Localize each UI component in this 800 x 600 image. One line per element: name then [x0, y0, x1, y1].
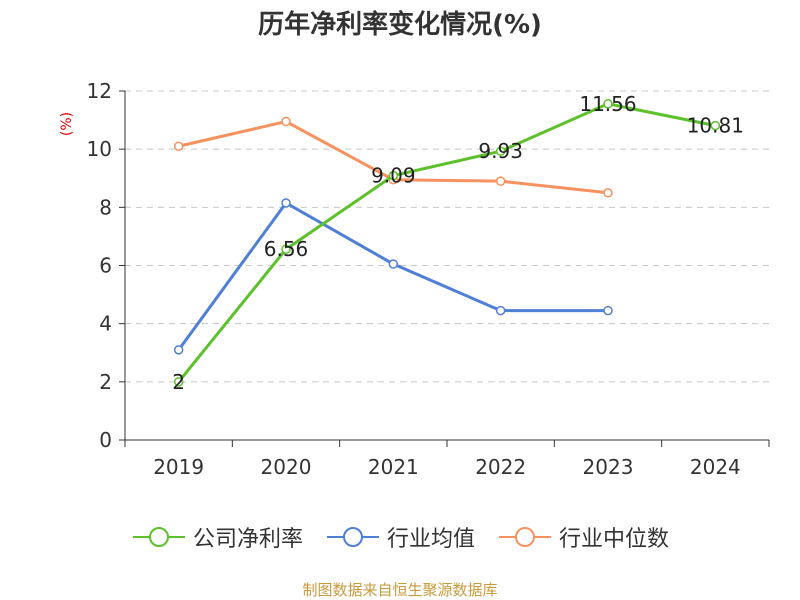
- x-tick-label: 2024: [690, 455, 741, 479]
- x-tick-label: 2021: [368, 455, 419, 479]
- data-point: [281, 244, 291, 254]
- chart-title: 历年净利率变化情况(%): [258, 10, 542, 40]
- data-point: [173, 345, 184, 355]
- data-point: [281, 116, 291, 127]
- data-label: 2: [172, 370, 185, 394]
- series-line: [177, 201, 608, 351]
- legend-marker-industry-avg: [326, 527, 379, 547]
- chart-legend: 公司净利率 行业均值 行业中位数: [0, 520, 800, 554]
- data-point: [173, 377, 184, 387]
- data-point: [173, 141, 184, 152]
- x-tick-label: 2019: [153, 455, 204, 479]
- y-tick-label: 2: [99, 370, 112, 394]
- data-label: 11.56: [579, 92, 636, 116]
- series-line: [177, 102, 716, 383]
- x-tick-label: 2023: [583, 455, 634, 479]
- y-tick-label: 4: [99, 312, 112, 336]
- y-tick-label: 8: [99, 195, 112, 219]
- legend-marker-company: [132, 527, 185, 547]
- legend-label: 公司净利率: [192, 527, 303, 552]
- legend-item-industry-median[interactable]: 行业中位数: [497, 521, 669, 553]
- data-point: [495, 146, 506, 156]
- data-point: [603, 188, 613, 198]
- data-label: 6.56: [264, 237, 309, 261]
- legend-item-industry-avg[interactable]: 行业均值: [325, 521, 475, 553]
- data-point: [388, 170, 399, 181]
- legend-label: 行业均值: [386, 527, 475, 552]
- data-point: [603, 305, 613, 316]
- data-point: [603, 99, 613, 109]
- legend-label: 行业中位数: [559, 527, 670, 552]
- x-tick-label: 2022: [475, 455, 526, 479]
- data-source-note: 制图数据来自恒生聚源数据库: [302, 581, 498, 599]
- data-point: [495, 176, 506, 186]
- data-point: [281, 198, 291, 208]
- data-point: [495, 305, 506, 316]
- data-point: [710, 120, 721, 131]
- y-tick-label: 0: [99, 428, 112, 452]
- data-label: 9.93: [478, 139, 523, 163]
- y-tick-label: 10: [87, 137, 112, 161]
- x-tick-label: 2020: [261, 455, 312, 479]
- y-tick-label: 12: [87, 79, 112, 103]
- line-chart: 0 2 4 6 8 10 12 2019 2020 2021 2022 2023 2024 2 6.56 9.…: [87, 79, 770, 479]
- legend-item-company[interactable]: 公司净利率: [131, 521, 303, 553]
- legend-marker-industry-median: [499, 527, 551, 547]
- y-tick-label: 6: [99, 254, 112, 278]
- data-label: 10.81: [687, 114, 744, 138]
- data-label: 9.09: [371, 164, 416, 188]
- data-point: [388, 259, 399, 269]
